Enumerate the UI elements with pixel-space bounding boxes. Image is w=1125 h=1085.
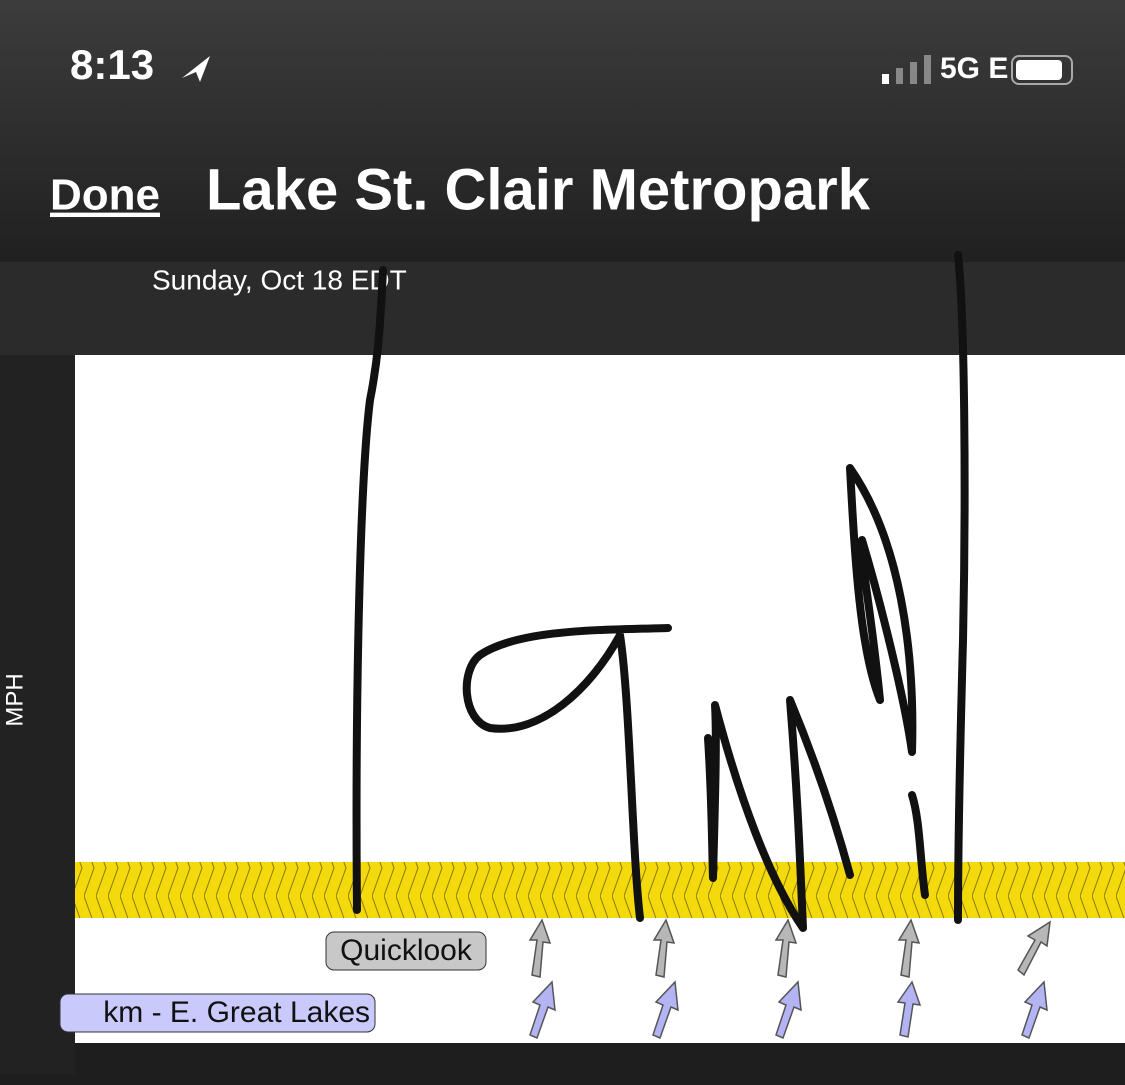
model-label: km - E. Great Lakes <box>103 996 370 1029</box>
quicklook-label: Quicklook <box>340 934 473 967</box>
direction-band <box>75 862 1125 918</box>
direction-arrows <box>528 918 1051 1040</box>
signal <box>882 55 931 84</box>
battery <box>1011 55 1073 85</box>
quicklook-button[interactable] <box>325 931 487 971</box>
title: Lake St. Clair Metropark <box>206 157 871 222</box>
status-time: 8:13 <box>70 41 154 88</box>
done-button[interactable]: Done <box>50 171 160 220</box>
scribbles <box>352 251 969 932</box>
network: 5G E <box>940 52 1008 85</box>
model-button[interactable] <box>59 993 376 1033</box>
y-axis-panel <box>0 355 75 1075</box>
header-bg <box>0 0 1125 262</box>
plot-bg <box>75 355 1125 1043</box>
y-label: MPH <box>1 673 28 726</box>
axis-bar <box>0 262 1125 355</box>
location-icon <box>182 56 210 82</box>
battery-level <box>1016 60 1062 80</box>
chart-subtitle: Sunday, Oct 18 EDT <box>152 264 407 295</box>
